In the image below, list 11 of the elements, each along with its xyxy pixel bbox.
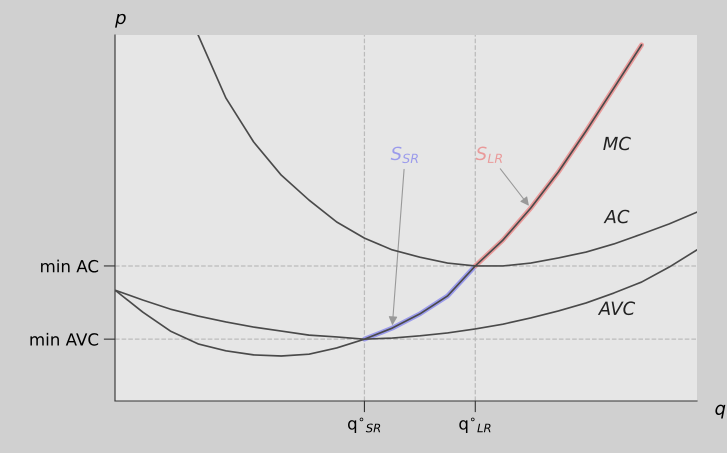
- series-label: AC: [604, 210, 630, 224]
- x-tick-label: q$^{∘}$$_{SR}$: [348, 418, 380, 433]
- series-label: MC: [603, 136, 631, 150]
- ref-line-label: min AVC: [30, 332, 98, 346]
- x-tick-label: q$^{∘}$$_{LR}$: [459, 418, 491, 433]
- y-axis-title: p: [115, 14, 126, 28]
- text: S$_{LR}$: [476, 146, 502, 163]
- x-axis-title: q: [715, 404, 726, 418]
- text: S$_{SR}$: [390, 146, 418, 164]
- series-label: AVC: [598, 301, 636, 316]
- ref-line-label: min AC: [41, 260, 98, 273]
